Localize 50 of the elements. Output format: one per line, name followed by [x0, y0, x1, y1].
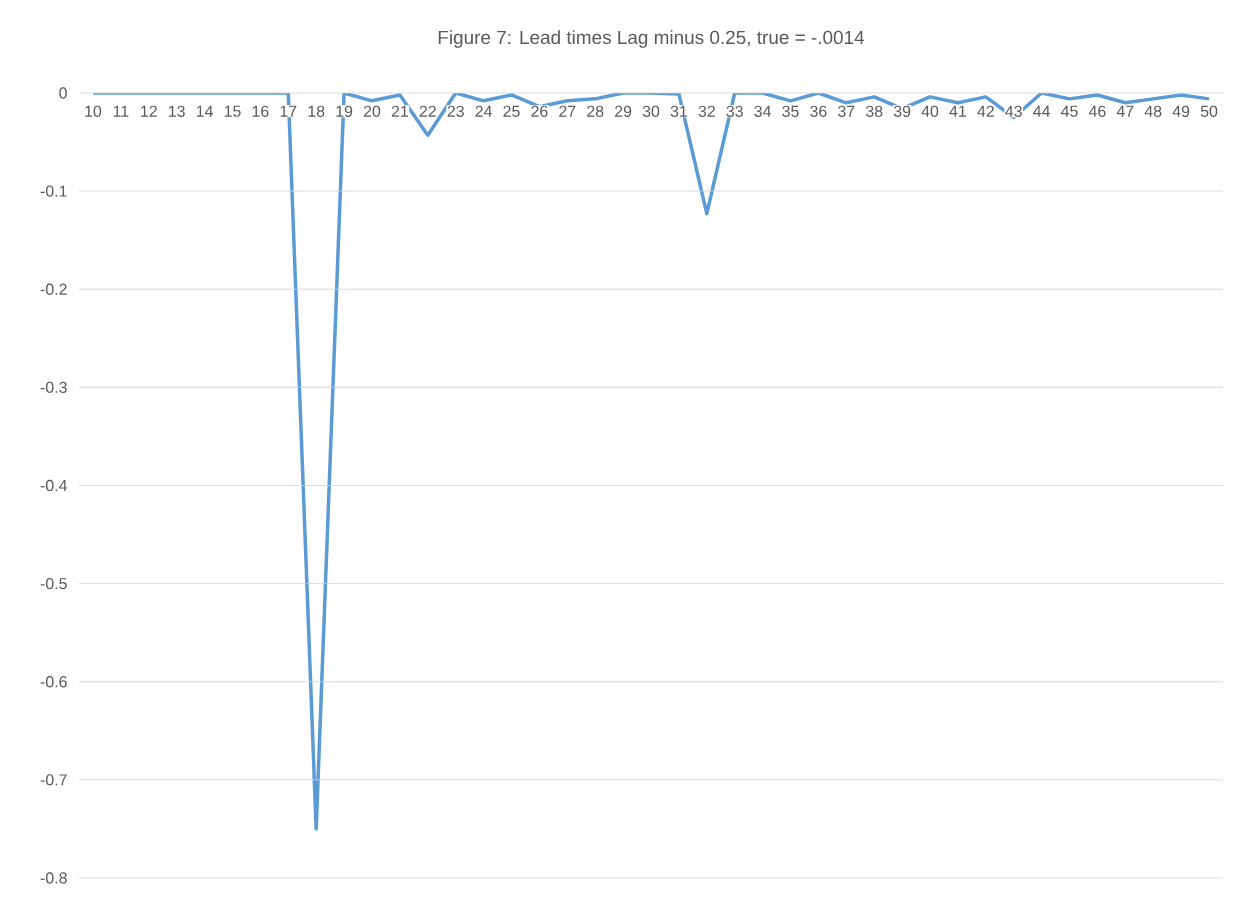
x-tick-label: 14	[196, 105, 213, 117]
x-tick-label: 36	[810, 105, 827, 117]
y-tick-label: -0.3	[40, 381, 67, 393]
x-tick-label: 26	[531, 105, 548, 117]
y-tick-label: -0.1	[40, 185, 67, 197]
x-tick-label: 29	[615, 105, 632, 117]
x-tick-label: 23	[447, 105, 464, 117]
x-tick-label: 33	[726, 105, 743, 117]
x-tick-label: 50	[1200, 105, 1218, 117]
x-tick-label: 44	[1033, 105, 1050, 117]
x-tick-label: 15	[224, 105, 241, 117]
x-tick-label: 31	[670, 105, 687, 117]
y-tick-label: -0.5	[40, 577, 67, 590]
x-tick-label: 30	[642, 105, 660, 117]
x-tick-label: 49	[1172, 105, 1190, 117]
x-tick-label: 32	[698, 105, 715, 117]
x-tick-label: 13	[169, 105, 185, 117]
x-tick-label: 42	[977, 105, 994, 117]
x-tick-label: 45	[1061, 105, 1078, 117]
x-tick-label: 43	[1005, 105, 1022, 117]
x-tick-label: 22	[419, 105, 436, 117]
x-tick-label: 37	[838, 105, 855, 117]
x-tick-label: 21	[391, 105, 408, 117]
x-tick-label: 35	[782, 105, 799, 117]
y-tick-label: -0.4	[40, 479, 68, 492]
y-tick-label: -0.8	[40, 872, 67, 884]
x-tick-label: 18	[308, 105, 325, 117]
x-tick-label: 38	[865, 105, 883, 117]
x-tick-label: 40	[921, 105, 939, 117]
x-tick-label: 19	[336, 105, 353, 117]
x-tick-label: 48	[1144, 105, 1162, 117]
x-tick-label: 46	[1088, 105, 1106, 117]
y-tick-label: -0.6	[40, 676, 67, 688]
y-tick-label: -0.2	[40, 283, 67, 295]
chart-title: Figure 7: Lead times Lag minus 0.25, true = -.0014	[438, 30, 865, 48]
x-tick-label: 24	[475, 105, 492, 117]
x-tick-label: 41	[949, 105, 966, 117]
y-tick-label: 0	[59, 87, 67, 99]
x-tick-label: 12	[141, 105, 157, 117]
x-tick-label: 20	[363, 105, 381, 117]
x-tick-label: 27	[559, 105, 576, 117]
x-tick-label: 11	[113, 105, 129, 117]
x-tick-label: 10	[85, 105, 102, 117]
y-tick-label: -0.7	[40, 774, 67, 786]
x-tick-label: 17	[280, 105, 297, 117]
x-tick-label: 34	[754, 105, 771, 117]
x-tick-label: 25	[503, 105, 520, 117]
x-tick-label: 47	[1116, 105, 1134, 117]
x-tick-label: 16	[252, 105, 269, 117]
x-tick-label: 28	[587, 105, 604, 117]
